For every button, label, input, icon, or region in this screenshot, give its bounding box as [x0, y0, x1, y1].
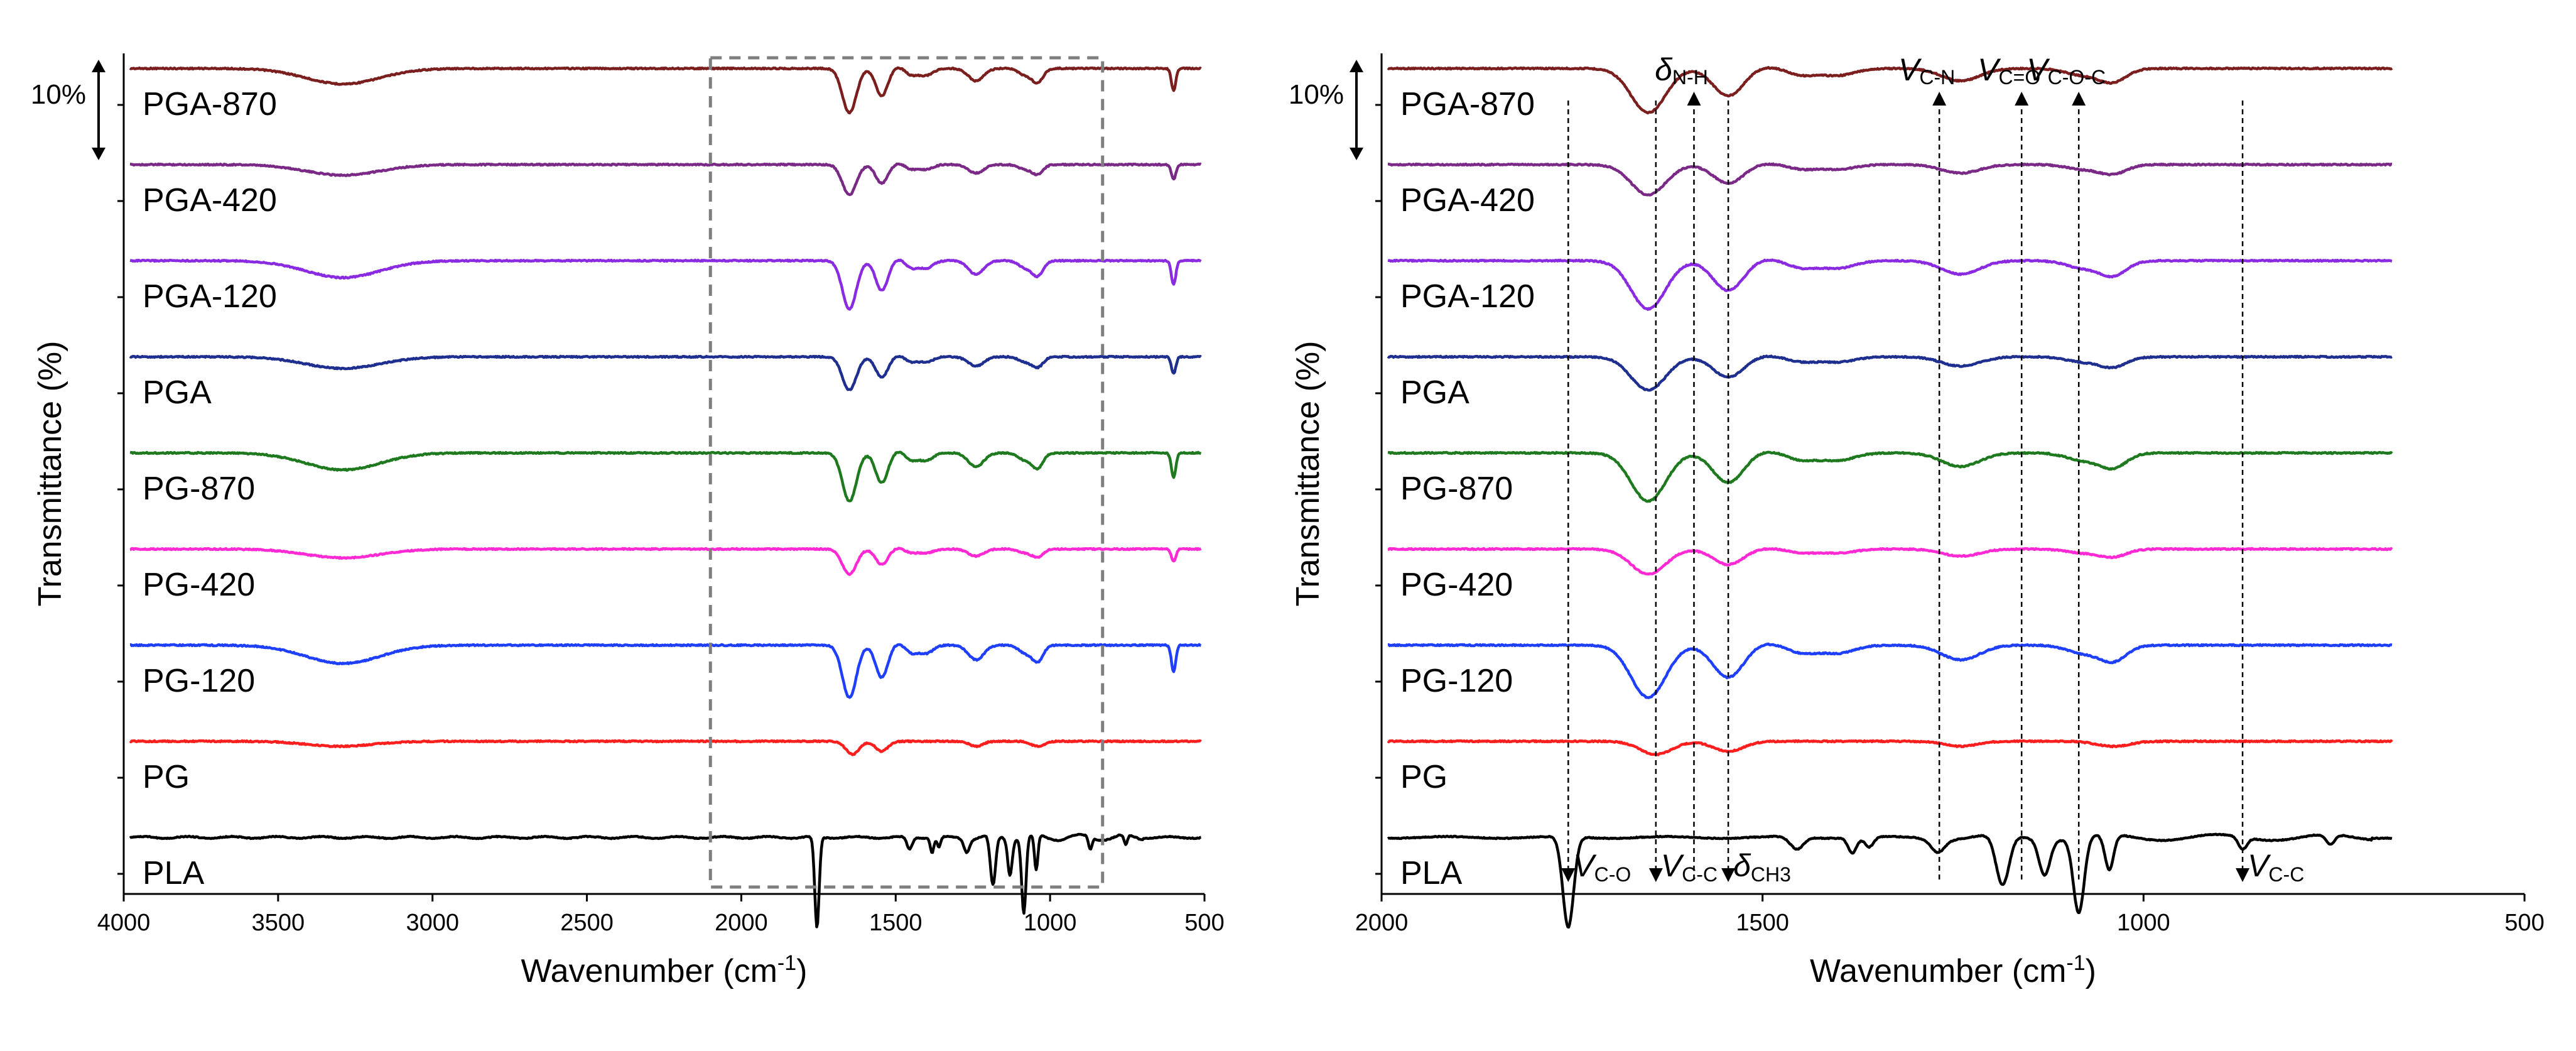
series-line-pg-870: [1387, 450, 2393, 503]
annotation-label-v-cn: VC-N: [1898, 52, 1955, 89]
series-line-pga: [1387, 354, 2393, 392]
arrow-down-v-cc-1: [1648, 868, 1663, 882]
x-tick-label-2000: 2000: [715, 910, 768, 936]
left-spectra-panel: 4000 3500 3000 2500 2000 1500 1000 500 Wavenumbe…: [31, 53, 1225, 989]
series-label-pg-120: PG-120: [143, 663, 255, 699]
x-axis-title-sup: -1: [777, 951, 796, 975]
annotation-label-delta-nh: δN-H: [1655, 52, 1708, 89]
series-label-pga-120: PGA-120: [1400, 278, 1535, 315]
x-axis-title-close: ): [796, 953, 807, 989]
series-line-pga-120: [1387, 258, 2393, 311]
series-label-pga: PGA: [1400, 374, 1469, 411]
annotation-sub-v-cn: C-N: [1919, 66, 1955, 89]
x-tick-label-2500: 2500: [560, 910, 614, 936]
x-tick-label-1500: 1500: [869, 910, 923, 936]
scale-bar-label: 10%: [1289, 79, 1344, 110]
y-axis-title: Transmittance (%): [1290, 341, 1326, 607]
x-axis-title-close: ): [2086, 953, 2096, 989]
series-label-pg-420: PG-420: [1400, 567, 1513, 603]
series-label-pg: PG: [1400, 759, 1448, 795]
scale-bar-arrow-down: [92, 148, 106, 160]
series-line-pg: [1387, 739, 2393, 756]
series-line-pg-420: [1387, 547, 2393, 576]
x-axis-title: Wavenumber (cm-1): [1810, 951, 2096, 989]
annotation-label-delta-ch3: δCH3: [1733, 848, 1791, 886]
arrow-down-v-cc-2: [2236, 868, 2250, 882]
annotation-sub-delta-nh: N-H: [1672, 66, 1708, 89]
highlight-region-box: [708, 56, 1105, 889]
annotation-sub-v-cc-2: C-C: [2268, 863, 2304, 886]
arrow-up-v-cn: [1932, 92, 1947, 106]
series-line-pga-420: [1387, 162, 2393, 197]
annotation-label-v-co: VC-O: [1573, 848, 1631, 886]
arrow-up-v-c-o: [2015, 92, 2029, 106]
arrow-down-delta-ch3: [1721, 868, 1736, 882]
x-tick-label-500: 500: [1184, 910, 1224, 936]
series-line-pg-420: [129, 547, 1202, 576]
series-label-pla: PLA: [143, 855, 205, 891]
annotation-sub-v-coc: C-O-C: [2048, 66, 2106, 89]
series-line-pg: [129, 739, 1202, 756]
x-tick-label-500: 500: [2504, 910, 2544, 936]
series-line-pga-870: [129, 66, 1202, 115]
scale-bar-arrow-up: [1350, 60, 1363, 72]
series-line-pga-870: [1387, 66, 2393, 115]
arrow-up-v-coc: [2072, 92, 2086, 106]
annotation-sub-v-cc-1: C-C: [1682, 863, 1718, 886]
x-tick-label-3500: 3500: [252, 910, 305, 936]
series-label-pga-870: PGA-870: [1400, 86, 1535, 123]
series-label-pla: PLA: [1400, 855, 1463, 891]
series-label-pg-870: PG-870: [1400, 471, 1513, 507]
x-tick-label-4000: 4000: [97, 910, 151, 936]
x-tick-label-2000: 2000: [1355, 910, 1409, 936]
series-line-pga-420: [129, 162, 1202, 197]
annotation-label-v-coc: VC-O-C: [2027, 52, 2106, 89]
scale-bar-arrow-up: [92, 60, 106, 72]
right-spectra-panel: 2000 1500 1000 500 Wavenumber (cm-1) Transmit…: [1289, 52, 2545, 989]
annotation-sub-delta-ch3: CH3: [1751, 863, 1791, 886]
series-label-pg-870: PG-870: [143, 471, 255, 507]
series-label-pga: PGA: [143, 374, 212, 411]
x-axis-title-sup: -1: [2066, 951, 2085, 975]
x-tick-label-3000: 3000: [406, 910, 459, 936]
series-line-pga-120: [129, 258, 1202, 311]
annotation-label-v-cc-1: VC-C: [1661, 848, 1718, 886]
series-line-pg-120: [1387, 642, 2393, 699]
x-tick-label-1000: 1000: [2117, 910, 2170, 936]
series-label-pg: PG: [143, 759, 190, 795]
x-tick-label-1000: 1000: [1024, 910, 1077, 936]
series-label-pg-120: PG-120: [1400, 663, 1513, 699]
series-line-pla: [129, 832, 1202, 928]
arrow-down-v-co: [1561, 868, 1576, 882]
series-line-pla: [1387, 832, 2393, 929]
annotation-sub-v-c-o: C=O: [1999, 66, 2041, 89]
annotation-sub-v-co: C-O: [1594, 863, 1632, 886]
series-line-pg-120: [129, 643, 1202, 699]
y-axis-title: Transmittance (%): [32, 341, 68, 607]
series-label-pga-870: PGA-870: [143, 86, 277, 123]
scale-bar-label: 10%: [31, 79, 86, 110]
series-label-pg-420: PG-420: [143, 567, 255, 603]
arrow-up-delta-nh: [1687, 92, 1701, 106]
series-label-pga-120: PGA-120: [143, 278, 277, 315]
annotation-label-v-cc-2: VC-C: [2248, 848, 2304, 886]
x-tick-label-1500: 1500: [1736, 910, 1789, 936]
series-line-pga: [129, 354, 1202, 391]
scale-bar-arrow-down: [1350, 148, 1363, 160]
x-axis-title: Wavenumber (cm-1): [521, 951, 808, 989]
series-line-pg-870: [129, 450, 1202, 503]
series-label-pga-420: PGA-420: [143, 182, 277, 219]
series-label-pga-420: PGA-420: [1400, 182, 1535, 219]
